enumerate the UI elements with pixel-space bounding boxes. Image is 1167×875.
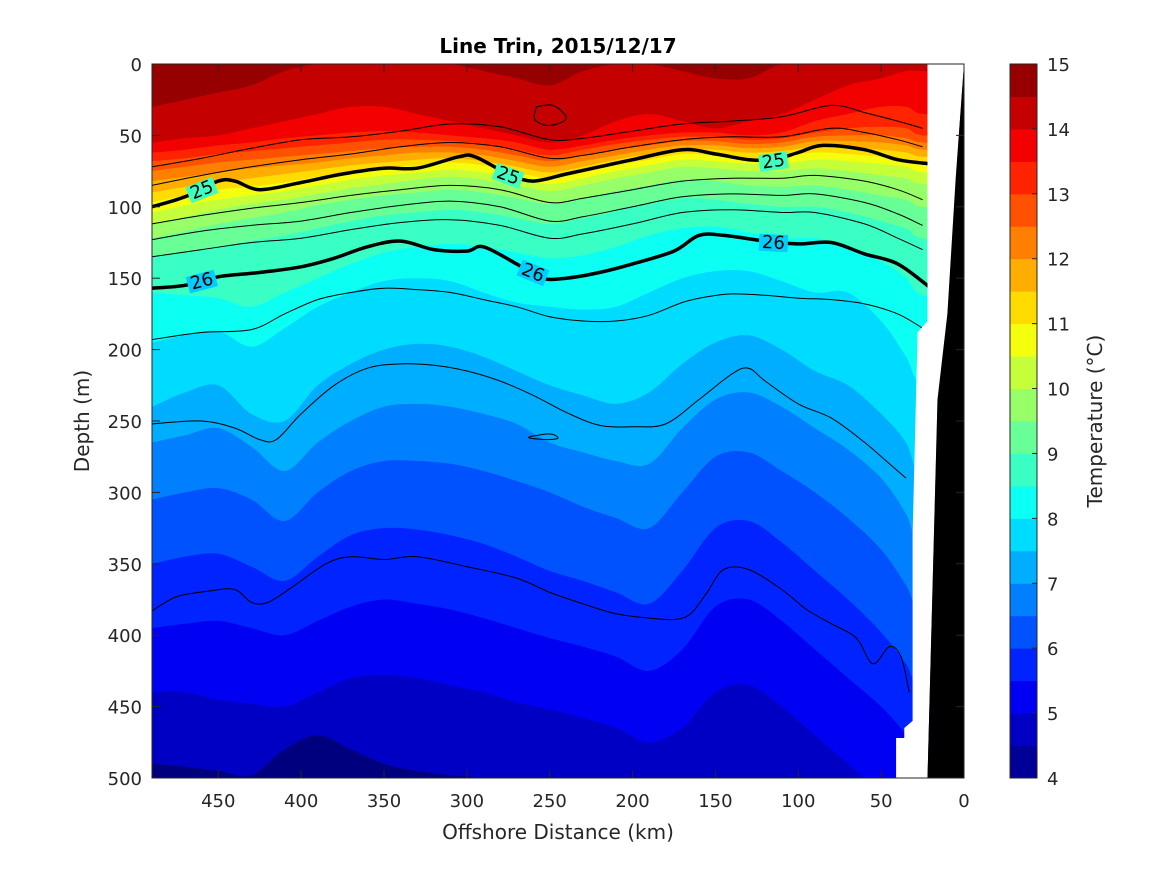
colorbar-tick-label: 8 [1047,509,1058,530]
y-tick-label: 50 [119,126,142,147]
colorbar-tick-label: 4 [1047,769,1058,790]
thin-density-contour-1 [152,127,923,186]
thin-density-contour-0 [152,104,923,168]
colorbar-segment [1010,648,1037,682]
chart-title: Line Trin, 2015/12/17 [439,34,676,58]
density-contour-25 [152,143,932,209]
colorbar-tick-label: 12 [1047,250,1070,271]
y-tick-label: 0 [131,55,142,76]
nodata-region [896,64,964,778]
small-contour-0 [533,104,567,126]
y-tick-label: 500 [108,769,142,790]
contour-label-26-2: 26 [761,232,785,254]
y-tick-label: 100 [108,198,142,219]
colorbar-segment [1010,128,1037,162]
colorbar-axis: 4 5 6 7 8 9 10 11 12 13 14 15 [1032,55,1070,790]
x-tick-label: 50 [870,791,893,812]
colorbar-segment [1010,193,1037,227]
colorbar-segment [1010,356,1037,390]
y-tick-label: 350 [108,555,142,576]
colorbar-segment [1010,64,1037,97]
y-tick-label: 150 [108,269,142,290]
colorbar-segment [1010,680,1037,714]
colorbar-segment [1010,388,1037,422]
contour-label-25-2: 25 [761,150,787,174]
y-tick-label: 200 [108,341,142,362]
thin-density-contour-3 [152,193,923,241]
colorbar [1009,63,1038,779]
contour-label-bg [185,176,219,204]
isotherm-band-14.5 [152,64,964,107]
x-tick-label: 400 [284,791,318,812]
colorbar-tick-label: 9 [1047,444,1058,465]
x-tick-label: 0 [958,791,969,812]
colorbar-label: Temperature (°C) [1083,335,1107,509]
thin-density-contour-5 [152,287,923,341]
thin-density-contour-2 [152,174,923,225]
x-tick-label: 100 [781,791,815,812]
colorbar-segment [1010,615,1037,649]
x-tick-label: 200 [615,791,649,812]
thin-density-contour-6 [152,363,907,479]
x-tick-label: 300 [450,791,484,812]
colorbar-segment [1010,550,1037,584]
seafloor-region [927,64,964,778]
colorbar-tick-label: 13 [1047,185,1070,206]
y-tick-label: 300 [108,483,142,504]
colorbar-tick-label: 10 [1047,380,1070,401]
contour-label-bg [185,269,219,294]
y-tick-label: 400 [108,626,142,647]
contour-label-bg [758,233,789,253]
colorbar-tick-label: 11 [1047,315,1070,336]
colorbar-segment [1010,226,1037,260]
colorbar-segment [1010,518,1037,552]
colorbar-tick-label: 15 [1047,55,1070,76]
colorbar-tick-label: 6 [1047,639,1058,660]
isotherm-bands [152,64,964,778]
colorbar-segment [1010,713,1037,747]
contour-label-bg [491,162,525,189]
colorbar-segment [1010,583,1037,617]
x-tick-label: 250 [533,791,567,812]
x-tick-label: 350 [367,791,401,812]
y-axis: 0 50 100 150 200 250 300 350 400 450 500 [108,55,964,790]
x-axis-label: Offshore Distance (km) [442,820,674,844]
thin-density-contour-7 [152,555,910,693]
isotherm-band-14 [152,64,964,143]
thin-density-contours [152,104,923,693]
contour-label-bg [758,151,789,173]
colorbar-segment [1010,323,1037,357]
colorbar-segment [1010,421,1037,454]
colorbar-tick-label: 7 [1047,574,1058,595]
x-tick-label: 450 [201,791,235,812]
colorbar-segment [1010,161,1037,195]
x-axis: 450 400 350 300 250 200 150 100 50 0 [201,64,970,812]
y-tick-label: 450 [108,698,142,719]
colorbar-tick-label: 14 [1047,120,1070,141]
thin-density-contour-4 [152,209,923,258]
colorbar-frame [1009,63,1038,779]
colorbar-segment [1010,485,1037,519]
contour-label-bg [516,259,550,287]
bathymetry-layer [896,64,964,778]
y-axis-label: Depth (m) [70,370,94,472]
colorbar-segment [1010,291,1037,325]
small-contour-1 [528,433,559,441]
colorbar-segment [1010,745,1037,779]
colorbar-segment [1010,96,1037,130]
colorbar-segment [1010,258,1037,292]
colorbar-segment [1010,453,1037,487]
x-tick-label: 150 [698,791,732,812]
y-tick-label: 250 [108,412,142,433]
colorbar-tick-label: 5 [1047,704,1058,725]
